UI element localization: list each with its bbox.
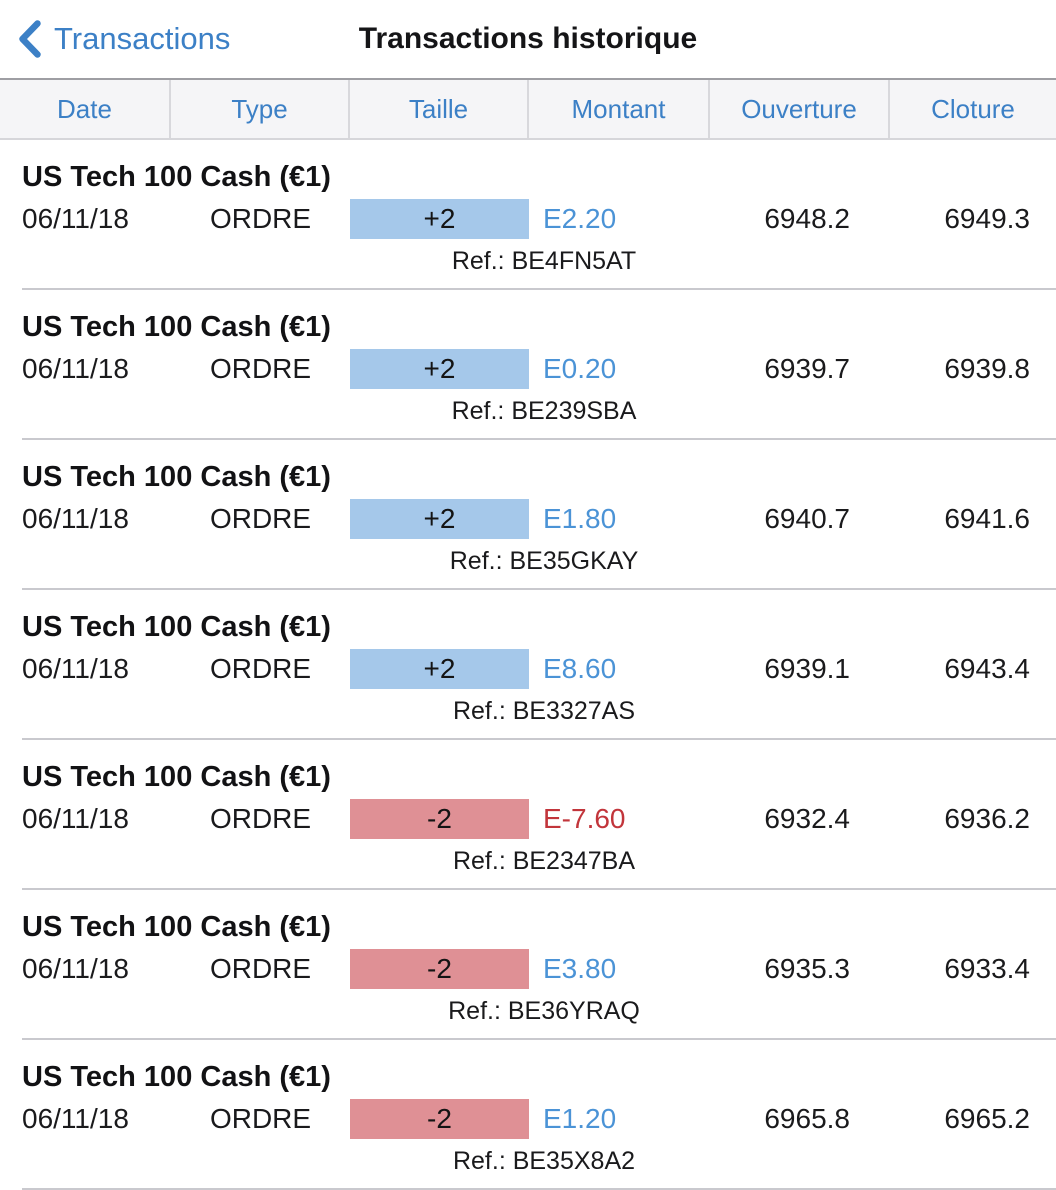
row-divider <box>22 1038 1056 1040</box>
row-divider <box>22 888 1056 890</box>
navbar: Transactions Transactions historique <box>0 0 1056 78</box>
open-price-cell: 6939.1 <box>764 652 850 684</box>
column-header-date[interactable]: Date <box>0 80 171 138</box>
size-badge: -2 <box>350 1098 529 1139</box>
transaction-data-line: 06/11/18 ORDRE +2 E1.80 6940.7 6941.6 <box>0 497 1056 540</box>
size-cell: +2 <box>350 647 529 690</box>
close-price-cell: 6965.2 <box>944 1102 1030 1134</box>
size-cell: -2 <box>350 797 529 840</box>
row-divider <box>22 588 1056 590</box>
amount-cell: E2.20 <box>543 202 617 234</box>
instrument-name: US Tech 100 Cash (€1) <box>22 311 331 343</box>
open-price-cell: 6939.7 <box>764 352 850 384</box>
column-header-taille[interactable]: Taille <box>350 80 529 138</box>
instrument-name: US Tech 100 Cash (€1) <box>22 1061 331 1093</box>
transaction-row[interactable]: US Tech 100 Cash (€1) 06/11/18 ORDRE -2 … <box>0 1040 1056 1190</box>
close-price-cell: 6933.4 <box>944 952 1030 984</box>
back-button[interactable]: Transactions <box>16 19 230 59</box>
amount-cell: E8.60 <box>543 652 617 684</box>
transaction-ref: Ref.: BE239SBA <box>451 397 637 425</box>
date-cell: 06/11/18 <box>22 202 129 234</box>
amount-cell: E0.20 <box>543 352 617 384</box>
type-cell: ORDRE <box>209 952 312 984</box>
type-cell: ORDRE <box>209 652 312 684</box>
transaction-data-line: 06/11/18 ORDRE -2 E1.20 6965.8 6965.2 <box>0 1097 1056 1140</box>
transaction-list: US Tech 100 Cash (€1) 06/11/18 ORDRE +2 … <box>0 140 1056 1190</box>
type-cell: ORDRE <box>209 1102 312 1134</box>
transaction-ref: Ref.: BE3327AS <box>452 697 636 725</box>
date-cell: 06/11/18 <box>22 802 129 834</box>
transaction-ref: Ref.: BE36YRAQ <box>448 997 640 1025</box>
size-badge: -2 <box>350 798 529 839</box>
date-cell: 06/11/18 <box>22 652 129 684</box>
amount-cell: E1.80 <box>543 502 617 534</box>
size-cell: -2 <box>350 947 529 990</box>
date-cell: 06/11/18 <box>22 502 129 534</box>
size-cell: +2 <box>350 497 529 540</box>
size-cell: -2 <box>350 1097 529 1140</box>
page-title: Transactions historique <box>358 22 698 55</box>
type-cell: ORDRE <box>209 352 312 384</box>
transaction-row[interactable]: US Tech 100 Cash (€1) 06/11/18 ORDRE -2 … <box>0 740 1056 890</box>
close-price-cell: 6939.8 <box>944 352 1030 384</box>
size-cell: +2 <box>350 197 529 240</box>
transaction-data-line: 06/11/18 ORDRE -2 E3.80 6935.3 6933.4 <box>0 947 1056 990</box>
row-divider <box>22 438 1056 440</box>
size-badge: +2 <box>350 498 529 539</box>
transaction-ref: Ref.: BE2347BA <box>452 847 636 875</box>
open-price-cell: 6935.3 <box>764 952 850 984</box>
instrument-name: US Tech 100 Cash (€1) <box>22 161 331 193</box>
transaction-data-line: 06/11/18 ORDRE -2 E-7.60 6932.4 6936.2 <box>0 797 1056 840</box>
close-price-cell: 6949.3 <box>944 202 1030 234</box>
size-badge: +2 <box>350 198 529 239</box>
instrument-name: US Tech 100 Cash (€1) <box>22 761 331 793</box>
column-header-ouverture[interactable]: Ouverture <box>710 80 890 138</box>
open-price-cell: 6940.7 <box>764 502 850 534</box>
instrument-name: US Tech 100 Cash (€1) <box>22 911 331 943</box>
column-header-montant[interactable]: Montant <box>529 80 710 138</box>
open-price-cell: 6932.4 <box>764 802 850 834</box>
transaction-row[interactable]: US Tech 100 Cash (€1) 06/11/18 ORDRE +2 … <box>0 290 1056 440</box>
type-cell: ORDRE <box>209 802 312 834</box>
transaction-row[interactable]: US Tech 100 Cash (€1) 06/11/18 ORDRE +2 … <box>0 140 1056 290</box>
amount-cell: E-7.60 <box>543 802 626 834</box>
transaction-data-line: 06/11/18 ORDRE +2 E0.20 6939.7 6939.8 <box>0 347 1056 390</box>
size-badge: +2 <box>350 348 529 389</box>
row-divider <box>22 288 1056 290</box>
instrument-name: US Tech 100 Cash (€1) <box>22 461 331 493</box>
column-header-type[interactable]: Type <box>171 80 350 138</box>
transaction-ref: Ref.: BE4FN5AT <box>451 247 637 275</box>
open-price-cell: 6948.2 <box>764 202 850 234</box>
amount-cell: E3.80 <box>543 952 617 984</box>
date-cell: 06/11/18 <box>22 952 129 984</box>
date-cell: 06/11/18 <box>22 352 129 384</box>
column-header-cloture[interactable]: Cloture <box>931 93 1015 124</box>
table-header: Date Type Taille Montant Ouverture Clotu… <box>0 78 1056 140</box>
back-chevron-icon <box>16 19 42 59</box>
amount-cell: E1.20 <box>543 1102 617 1134</box>
transaction-data-line: 06/11/18 ORDRE +2 E8.60 6939.1 6943.4 <box>0 647 1056 690</box>
size-badge: -2 <box>350 948 529 989</box>
transaction-ref: Ref.: BE35GKAY <box>449 547 639 575</box>
transaction-data-line: 06/11/18 ORDRE +2 E2.20 6948.2 6949.3 <box>0 197 1056 240</box>
date-cell: 06/11/18 <box>22 1102 129 1134</box>
size-badge: +2 <box>350 648 529 689</box>
close-price-cell: 6936.2 <box>944 802 1030 834</box>
back-button-label: Transactions <box>54 20 231 56</box>
close-price-cell: 6941.6 <box>944 502 1030 534</box>
open-price-cell: 6965.8 <box>764 1102 850 1134</box>
transaction-row[interactable]: US Tech 100 Cash (€1) 06/11/18 ORDRE +2 … <box>0 590 1056 740</box>
close-price-cell: 6943.4 <box>944 652 1030 684</box>
transaction-ref: Ref.: BE35X8A2 <box>452 1147 636 1175</box>
row-divider <box>22 738 1056 740</box>
type-cell: ORDRE <box>209 502 312 534</box>
instrument-name: US Tech 100 Cash (€1) <box>22 611 331 643</box>
transaction-row[interactable]: US Tech 100 Cash (€1) 06/11/18 ORDRE -2 … <box>0 890 1056 1040</box>
size-cell: +2 <box>350 347 529 390</box>
type-cell: ORDRE <box>209 202 312 234</box>
transaction-row[interactable]: US Tech 100 Cash (€1) 06/11/18 ORDRE +2 … <box>0 440 1056 590</box>
